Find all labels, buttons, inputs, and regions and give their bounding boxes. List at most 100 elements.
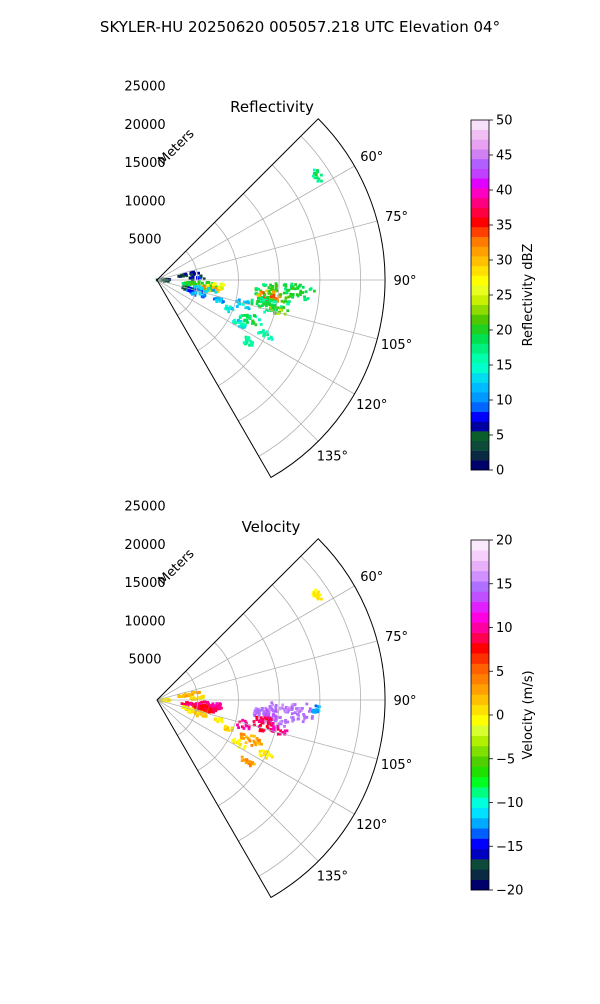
reflectivity-colorbar-segment-25: [471, 217, 489, 228]
velocity-colorbar-segment-5: [471, 828, 489, 839]
reflectivity-colorbar-tick-3: 15: [496, 359, 513, 374]
reflectivity-echo-12: [242, 335, 254, 347]
reflectivity-colorbar-segment-18: [471, 285, 489, 296]
velocity-range-ticks: 5000 10000 15000 20000 25000: [124, 500, 165, 668]
reflectivity-colorbar-segment-8: [471, 382, 489, 393]
reflectivity-echo-5: [256, 289, 281, 303]
reflectivity-azimuth-spoke-3: [156, 279, 378, 340]
velocity-colorbar-segment-14: [471, 735, 489, 747]
reflectivity-title: Reflectivity: [230, 98, 314, 116]
velocity-echo-10: [239, 732, 263, 747]
velocity-colorbar-segment-7: [471, 807, 489, 819]
reflectivity-echo-16: [177, 270, 200, 278]
reflectivity-colorbar-segment-5: [471, 411, 489, 422]
reflectivity-colorbar: 0 5 10 15 20 25 30 35 40 45 50: [470, 114, 513, 479]
reflectivity-panel: Reflectivity 5000 10000 15000 20000 25000 60…: [124, 80, 536, 479]
reflectivity-azimuth-ticks: 60° 75° 90° 105° 120° 135°: [317, 150, 417, 464]
velocity-colorbar-segment-2: [471, 859, 489, 870]
velocity-colorbar-label: Velocity (m/s): [521, 670, 536, 759]
velocity-azimuth-tick-5: 135°: [317, 869, 348, 884]
velocity-colorbar-tick-4: 0: [496, 709, 504, 724]
reflectivity-echo-6: [284, 282, 316, 302]
reflectivity-colorbar-segment-16: [471, 304, 489, 315]
velocity-colorbar-segment-23: [471, 642, 489, 654]
velocity-azimuth-spoke-0: [156, 585, 355, 701]
velocity-colorbar-segment-10: [471, 776, 489, 788]
reflectivity-echo-2: [206, 281, 225, 291]
reflectivity-range-tick-1: 10000: [124, 194, 165, 209]
reflectivity-colorbar-segment-20: [471, 265, 489, 276]
reflectivity-colorbar-segment-27: [471, 197, 489, 208]
velocity-grid: [156, 555, 385, 877]
velocity-frame: [156, 538, 386, 899]
reflectivity-range-ticks: 5000 10000 15000 20000 25000: [124, 80, 165, 248]
velocity-colorbar-segment-30: [471, 570, 489, 582]
reflectivity-sector-outline: [156, 118, 386, 479]
reflectivity-azimuth-spoke-0: [156, 165, 355, 281]
reflectivity-colorbar-segment-6: [471, 401, 489, 412]
velocity-colorbar-segment-17: [471, 704, 489, 716]
reflectivity-colorbar-segment-34: [471, 129, 489, 140]
reflectivity-colorbar-segment-32: [471, 149, 489, 160]
reflectivity-colorbar-tick-10: 50: [496, 114, 513, 129]
reflectivity-colorbar-segment-23: [471, 236, 489, 247]
velocity-colorbar-tick-8: 20: [496, 534, 513, 549]
velocity-echo-12: [240, 755, 256, 768]
velocity-colorbar-tick-3: −5: [496, 752, 515, 767]
velocity-colorbar-segment-19: [471, 684, 489, 695]
velocity-range-tick-0: 5000: [128, 653, 161, 668]
reflectivity-azimuth-tick-2: 90°: [393, 274, 416, 289]
velocity-colorbar-tick-1: −15: [496, 840, 523, 855]
velocity-range-tick-2: 15000: [124, 576, 165, 591]
reflectivity-colorbar-label: Reflectivity dBZ: [521, 244, 536, 347]
velocity-colorbar-segment-20: [471, 673, 489, 685]
reflectivity-azimuth-spoke-4: [156, 279, 355, 395]
reflectivity-echo-3: [192, 284, 218, 294]
velocity-azimuth-tick-0: 60°: [360, 570, 383, 585]
reflectivity-colorbar-tick-2: 10: [496, 394, 513, 409]
velocity-echo-16: [177, 690, 201, 698]
reflectivity-colorbar-segment-19: [471, 275, 489, 286]
reflectivity-colorbar-segment-10: [471, 363, 489, 374]
reflectivity-colorbar-segment-21: [471, 256, 489, 267]
reflectivity-range-tick-4: 25000: [124, 80, 165, 95]
reflectivity-range-tick-0: 5000: [128, 233, 161, 248]
velocity-colorbar-segment-29: [471, 581, 489, 592]
reflectivity-range-ring-0: [177, 250, 199, 316]
reflectivity-azimuth-tick-4: 120°: [356, 398, 387, 413]
velocity-colorbar-segment-9: [471, 787, 489, 798]
reflectivity-colorbar-segment-22: [471, 246, 489, 257]
reflectivity-azimuth-tick-0: 60°: [360, 150, 383, 165]
velocity-colorbar-tick-2: −10: [496, 796, 523, 811]
velocity-colorbar-segment-24: [471, 632, 489, 644]
reflectivity-azimuth-spoke-5: [156, 279, 319, 442]
reflectivity-colorbar-segment-13: [471, 333, 489, 344]
velocity-echo-11: [258, 749, 274, 760]
velocity-azimuth-tick-1: 75°: [385, 630, 408, 645]
velocity-range-ring-0: [177, 670, 199, 736]
velocity-colorbar-segment-31: [471, 560, 489, 572]
velocity-colorbar-segment-6: [471, 817, 489, 829]
reflectivity-echo-20: [212, 296, 225, 304]
velocity-colorbar-segment-4: [471, 838, 489, 850]
reflectivity-colorbar-segment-7: [471, 392, 489, 403]
reflectivity-colorbar-tick-1: 5: [496, 429, 504, 444]
reflectivity-colorbar-segment-28: [471, 188, 489, 199]
reflectivity-frame: [156, 118, 386, 479]
reflectivity-colorbar-segment-17: [471, 295, 489, 306]
velocity-range-ring-3: [238, 584, 321, 842]
reflectivity-colorbar-segment-3: [471, 431, 489, 442]
velocity-colorbar-segment-26: [471, 612, 489, 623]
velocity-echo-20: [310, 704, 321, 714]
reflectivity-range-ring-3: [238, 164, 321, 422]
reflectivity-colorbar-segment-9: [471, 372, 489, 383]
reflectivity-azimuth-tick-5: 135°: [317, 449, 348, 464]
velocity-colorbar-tick-6: 10: [496, 621, 513, 636]
reflectivity-echo-13: [232, 318, 247, 329]
reflectivity-colorbar-tick-4: 20: [496, 324, 513, 339]
velocity-range-tick-3: 20000: [124, 538, 165, 553]
reflectivity-echo-10: [238, 313, 263, 327]
velocity-colorbar-segment-22: [471, 653, 489, 664]
velocity-echo-21: [213, 717, 224, 724]
velocity-colorbar-segment-11: [471, 766, 489, 778]
